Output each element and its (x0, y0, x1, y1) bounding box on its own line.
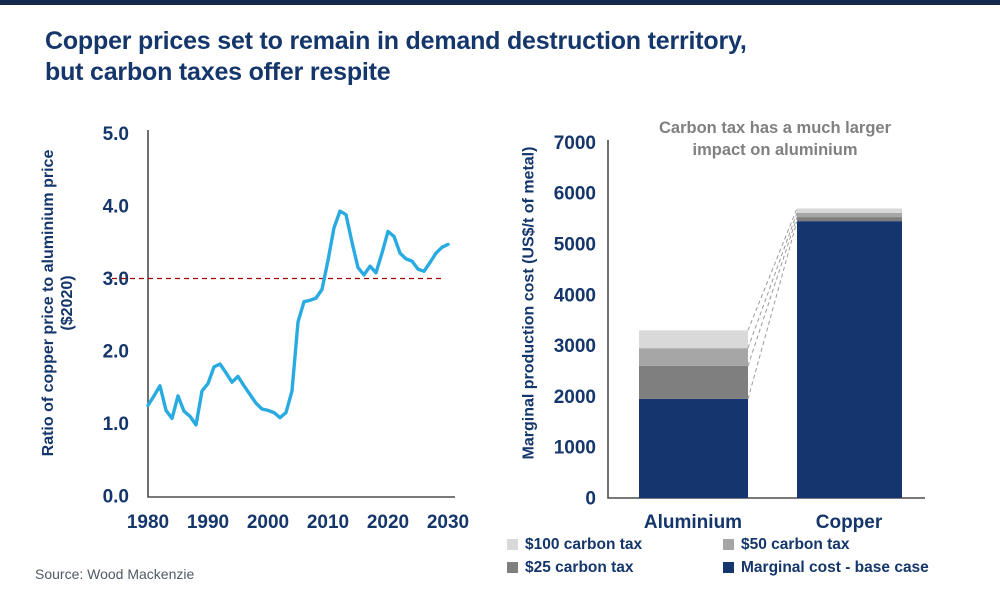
x-tick-label: 2010 (307, 512, 349, 533)
bar-segment-aluminium-marginal-cost-base-case (639, 398, 748, 498)
legend-swatch-25-carbon-tax (507, 562, 518, 573)
line-chart-y-axis-title-line1: Ratio of copper price to aluminium price (40, 149, 57, 457)
bar-segment-copper--100-carbon-tax (797, 208, 902, 214)
legend-swatch-marginal-cost (723, 562, 734, 573)
y-tick-label: 2000 (554, 387, 596, 408)
bar-segment-copper-marginal-cost-base-case (797, 221, 902, 498)
line-chart-y-axis-title: Ratio of copper price to aluminium price… (39, 150, 77, 457)
legend-item-25-carbon-tax: $25 carbon tax (507, 559, 634, 577)
y-tick-label: 7000 (554, 133, 596, 154)
legend-label-25-carbon-tax: $25 carbon tax (525, 559, 634, 576)
carbon-tax-bar-chart: 0 1000 2000 3000 4000 5000 6000 7000 Aluminium Co… (554, 133, 925, 533)
x-tick-label: 2030 (427, 512, 469, 533)
source-note: Source: Wood Mackenzie (35, 566, 195, 582)
category-label-aluminium: Aluminium (644, 512, 742, 533)
bar-chart-annotation-line2: impact on aluminium (692, 141, 858, 159)
bar-segment-aluminium--50-carbon-tax (639, 348, 748, 366)
top-accent-bar (0, 0, 1000, 5)
connector-line (747, 221, 798, 400)
y-tick-label: 3.0 (103, 269, 129, 290)
ratio-line-series (146, 209, 450, 427)
legend-item-100-carbon-tax: $100 carbon tax (507, 536, 642, 554)
connector-line (747, 212, 798, 349)
x-tick-label: 2000 (247, 512, 289, 533)
bar-chart-annotation: Carbon tax has a much larger impact on a… (625, 117, 925, 161)
line-chart-axes (147, 130, 455, 498)
legend-label-100-carbon-tax: $100 carbon tax (525, 536, 643, 553)
x-tick-label: 1990 (187, 512, 229, 533)
legend-item-marginal-cost: Marginal cost - base case (723, 559, 929, 577)
bar-segment-copper--50-carbon-tax (797, 213, 902, 218)
connector-line (747, 216, 798, 367)
page-title-line1: Copper prices set to remain in demand de… (45, 27, 747, 55)
legend-swatch-100-carbon-tax (507, 539, 518, 550)
y-tick-label: 3000 (554, 336, 596, 357)
bar-chart-annotation-line1: Carbon tax has a much larger (659, 119, 891, 137)
x-tick-label: 2020 (367, 512, 409, 533)
legend-swatch-50-carbon-tax (723, 539, 734, 550)
y-tick-label: 4000 (554, 285, 596, 306)
y-tick-label: 1.0 (103, 414, 129, 435)
legend-label-marginal-cost: Marginal cost - base case (741, 559, 929, 576)
bar-segment-copper--25-carbon-tax (797, 217, 902, 222)
y-tick-label: 4.0 (103, 197, 129, 218)
ratio-line-chart: 0.0 1.0 2.0 3.0 4.0 5.0 1980 1990 2000 2010 2020 20… (103, 124, 470, 533)
page-title: Copper prices set to remain in demand de… (45, 26, 945, 88)
y-tick-label: 0.0 (103, 487, 129, 508)
connector-line (747, 208, 798, 331)
y-tick-label: 6000 (554, 184, 596, 205)
y-tick-label: 5.0 (103, 124, 129, 145)
bar-segment-aluminium--25-carbon-tax (639, 365, 748, 399)
line-chart-y-axis-title-line2: ($2020) (59, 275, 76, 331)
y-tick-label: 2.0 (103, 342, 129, 363)
legend-label-50-carbon-tax: $50 carbon tax (741, 536, 850, 553)
y-tick-label: 0 (585, 489, 596, 510)
x-tick-label: 1980 (127, 512, 169, 533)
page-title-line2: but carbon taxes offer respite (45, 58, 391, 86)
y-tick-label: 1000 (554, 438, 596, 459)
category-label-copper: Copper (816, 512, 883, 533)
legend-item-50-carbon-tax: $50 carbon tax (723, 536, 850, 554)
y-tick-label: 5000 (554, 235, 596, 256)
bar-segment-aluminium--100-carbon-tax (639, 330, 748, 349)
